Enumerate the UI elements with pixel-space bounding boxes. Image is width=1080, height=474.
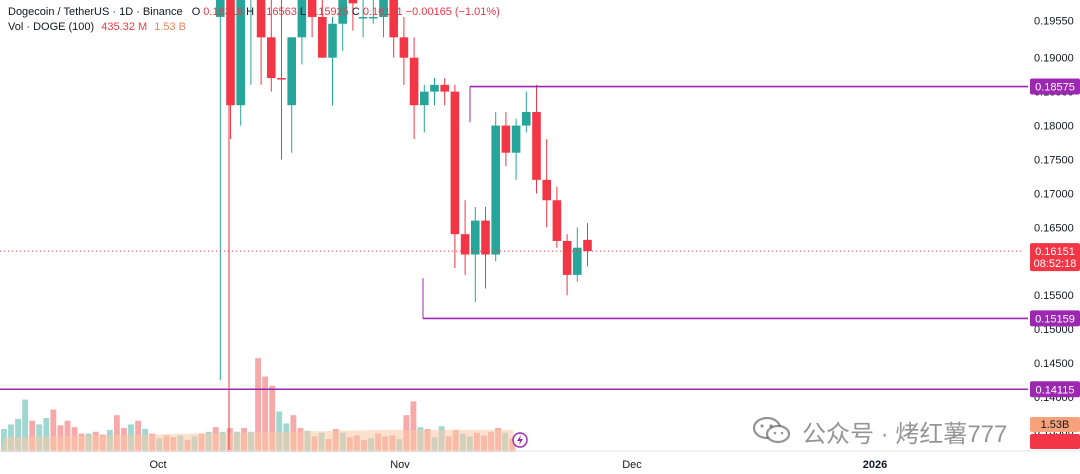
open-value: 0.16316 bbox=[203, 6, 244, 18]
candle-body bbox=[481, 220, 490, 255]
price-axis[interactable]: 0.195500.190000.185000.180000.175000.170… bbox=[1030, 15, 1080, 449]
volume-last-badge bbox=[1030, 434, 1080, 449]
level-badge bbox=[1030, 381, 1080, 398]
candle-body bbox=[399, 37, 409, 58]
volume-bar bbox=[410, 401, 417, 452]
candle-body bbox=[409, 57, 419, 106]
volume-bar bbox=[15, 418, 21, 452]
candle-body bbox=[511, 125, 521, 153]
candle-body bbox=[562, 240, 572, 275]
volume-bar bbox=[22, 399, 29, 452]
candle-body bbox=[226, 0, 235, 106]
volume-value: 435.32 M bbox=[101, 21, 148, 33]
price-tick-label: 0.15000 bbox=[1034, 324, 1074, 336]
candle-body bbox=[573, 247, 582, 275]
price-tick-label: 0.17000 bbox=[1034, 188, 1074, 200]
candle-body bbox=[450, 91, 460, 235]
low-value: 0.15925 bbox=[309, 6, 349, 18]
volume-badge-label: 1.53B bbox=[1041, 419, 1070, 431]
close-key: C bbox=[351, 6, 360, 18]
countdown-label: 08:52:18 bbox=[1034, 258, 1077, 270]
volume-label[interactable]: Vol · DOGE (100) bbox=[8, 21, 95, 33]
candle-body bbox=[236, 0, 245, 106]
volume-bar bbox=[50, 409, 57, 452]
level-badge-label: 0.15159 bbox=[1035, 313, 1075, 325]
wechat-icon bbox=[752, 416, 791, 444]
low-key: L bbox=[299, 6, 307, 18]
volume-bar bbox=[113, 415, 120, 452]
symbol-name[interactable]: Dogecoin / TetherUS · 1D · Binance bbox=[8, 6, 183, 18]
candle-body bbox=[430, 84, 439, 92]
level-badge bbox=[1030, 310, 1080, 327]
price-tick-label: 0.17500 bbox=[1034, 155, 1074, 167]
change-value: −0.00165 (−1.01%) bbox=[405, 6, 500, 18]
candle-body bbox=[542, 179, 551, 201]
candle-body bbox=[379, 0, 388, 17]
price-tick-label: 0.16500 bbox=[1034, 222, 1074, 234]
candle-body bbox=[440, 84, 449, 92]
candle-body bbox=[297, 0, 307, 38]
candle-body bbox=[460, 234, 470, 255]
candle-body bbox=[420, 91, 429, 106]
volume-bar bbox=[276, 411, 283, 452]
candle-body bbox=[267, 37, 276, 79]
time-tick-label: Dec bbox=[622, 459, 642, 471]
open-key: O bbox=[191, 6, 201, 18]
price-tick-label: 0.19000 bbox=[1034, 53, 1074, 65]
high-key: H bbox=[246, 6, 255, 18]
volume-ma-area bbox=[1, 429, 517, 452]
level-badge-label: 0.18575 bbox=[1035, 82, 1075, 94]
candle-body bbox=[328, 23, 337, 58]
time-tick-label: Oct bbox=[149, 459, 166, 471]
candle-body bbox=[389, 0, 398, 38]
symbol-legend: Dogecoin / TetherUS · 1D · Binance O 0.16… bbox=[8, 6, 500, 18]
volume-bar bbox=[262, 376, 269, 452]
candle-body bbox=[471, 220, 480, 255]
candle-body bbox=[216, 0, 225, 17]
lightning-icon[interactable] bbox=[512, 432, 528, 448]
time-tick-label: 2026 bbox=[863, 459, 887, 471]
volume-badge bbox=[1030, 417, 1080, 432]
candle-body bbox=[583, 239, 592, 252]
volume-ma-value: 1.53 B bbox=[154, 21, 187, 33]
candle-body bbox=[369, 16, 378, 19]
candles bbox=[216, 0, 592, 450]
horizontal-levels[interactable] bbox=[0, 85, 1028, 391]
volume-bar bbox=[269, 385, 276, 452]
last-price-badge bbox=[1030, 243, 1080, 272]
level-badge-label: 0.14115 bbox=[1036, 384, 1075, 396]
volume-bar bbox=[29, 420, 36, 452]
time-tick-label: Nov bbox=[390, 459, 410, 471]
level-badge bbox=[1030, 78, 1080, 95]
time-axis[interactable]: Oct Nov Dec 2026 bbox=[149, 459, 887, 471]
candle-body bbox=[491, 125, 500, 255]
volume-bar bbox=[255, 358, 262, 452]
volume-pane bbox=[1, 358, 517, 452]
high-value: 0.16563 bbox=[257, 6, 297, 18]
candle-body bbox=[522, 111, 531, 126]
volume-bar bbox=[43, 417, 50, 452]
price-tick-label: 0.18000 bbox=[1034, 121, 1074, 133]
candle-body bbox=[256, 0, 266, 38]
last-price-label: 0.16151 bbox=[1035, 246, 1075, 258]
price-tick-label: 0.14500 bbox=[1034, 358, 1074, 370]
candle-body bbox=[318, 16, 327, 58]
candle-body bbox=[287, 37, 296, 106]
candle-body bbox=[348, 0, 358, 4]
watermark: 公众号 · 烤红薯777 bbox=[802, 421, 1008, 448]
price-tick-label: 0.19550 bbox=[1034, 15, 1074, 27]
candle-body bbox=[552, 200, 562, 241]
price-tick-label: 0.15500 bbox=[1034, 290, 1074, 302]
candle-body bbox=[358, 16, 368, 19]
candle-body bbox=[277, 78, 286, 80]
close-value: 0.16151 bbox=[362, 6, 403, 18]
volume-legend: Vol · DOGE (100) 435.32 M 1.53 B bbox=[8, 21, 186, 33]
candle-body bbox=[338, 0, 347, 24]
candle-body bbox=[501, 125, 511, 153]
candle-body bbox=[532, 111, 541, 180]
candle-body bbox=[307, 0, 317, 17]
